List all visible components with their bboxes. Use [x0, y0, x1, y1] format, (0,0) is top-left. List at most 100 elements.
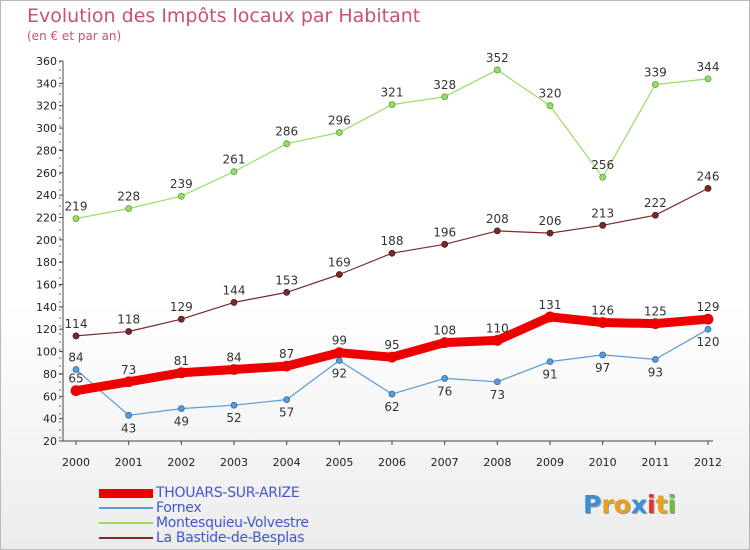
data-label: 328 [433, 78, 456, 92]
data-label: 76 [437, 384, 452, 398]
data-point [493, 378, 501, 386]
data-label: 114 [65, 317, 88, 331]
data-point [228, 364, 240, 375]
data-point [388, 390, 396, 398]
data-point [125, 411, 133, 419]
data-point [493, 227, 501, 235]
data-point [651, 211, 659, 219]
legend-swatch-montesquieu [99, 522, 153, 524]
data-point [335, 357, 343, 364]
data-label: 169 [328, 255, 351, 269]
x-tick-label: 2011 [641, 456, 669, 469]
x-tick-label: 2001 [115, 456, 143, 469]
legend-label-labastide: La Bastide-de-Besplas [156, 530, 305, 546]
data-point [335, 271, 343, 278]
proxiti-logo: Proxiti [583, 490, 676, 519]
data-point [177, 192, 185, 200]
data-label: 188 [381, 234, 404, 248]
y-tick-label: 260 [36, 167, 57, 180]
y-tick-label: 320 [36, 100, 57, 113]
data-point [70, 385, 82, 397]
data-label: 91 [542, 368, 557, 382]
data-point [441, 375, 449, 382]
data-label: 246 [697, 169, 720, 183]
x-tick-label: 2005 [325, 456, 353, 469]
data-point [230, 168, 238, 176]
logo-letter: o [613, 490, 631, 519]
data-label: 84 [68, 350, 83, 364]
data-label: 228 [117, 190, 140, 204]
data-label: 296 [328, 114, 351, 128]
data-label: 43 [121, 421, 136, 435]
data-point [649, 318, 661, 330]
data-label: 129 [697, 300, 720, 314]
series-points [70, 66, 714, 419]
data-point [441, 93, 449, 101]
data-point [230, 401, 238, 409]
y-tick-label: 160 [36, 279, 57, 292]
x-tick-label: 2009 [536, 456, 564, 469]
data-point [546, 229, 554, 237]
data-point [333, 347, 345, 359]
data-point [283, 140, 291, 148]
data-label: 73 [121, 363, 136, 377]
data-point [177, 315, 185, 323]
y-tick-label: 100 [36, 346, 57, 359]
data-labels: 219 228 239 261 286 296 321 328 352 320 256 339 344 1… [65, 51, 720, 435]
data-point [125, 205, 133, 212]
data-point [283, 288, 291, 296]
x-tick-label: 2006 [378, 456, 406, 469]
data-label: 208 [486, 212, 509, 226]
data-label: 344 [697, 60, 720, 74]
data-label: 49 [174, 415, 189, 429]
legend-swatch-fornex [99, 507, 153, 509]
data-point [283, 396, 291, 404]
data-point [704, 325, 712, 333]
data-label: 125 [644, 305, 667, 319]
data-point [335, 129, 343, 136]
data-point [702, 313, 714, 325]
data-point [441, 240, 449, 248]
y-tick-label: 340 [36, 77, 57, 90]
logo-letter: i [647, 490, 656, 519]
axes: 20 40 60 80 100 120 140 160 180 200 220 240 260 280 30… [36, 55, 722, 469]
data-point [599, 221, 607, 229]
data-label: 261 [223, 153, 246, 167]
data-label: 153 [275, 273, 298, 287]
x-tick-label: 2008 [483, 456, 511, 469]
legend-label-thouars: THOUARS-SUR-ARIZE [156, 485, 300, 501]
x-tick-label: 2007 [431, 456, 459, 469]
data-label: 95 [384, 338, 399, 352]
x-tick-label: 2004 [273, 456, 301, 469]
data-point [72, 332, 80, 340]
y-tick-label: 20 [43, 435, 57, 448]
data-point [177, 405, 185, 412]
data-label: 213 [591, 206, 614, 220]
data-point [599, 351, 607, 359]
data-label: 320 [539, 87, 562, 101]
data-point [175, 367, 187, 379]
chart-subtitle: (en € et par an) [27, 29, 122, 43]
data-label: 131 [539, 298, 562, 312]
data-point [599, 173, 607, 181]
legend-label-montesquieu: Montesquieu-Volvestre [156, 515, 309, 531]
data-point [546, 358, 554, 366]
logo-letter: t [655, 490, 668, 519]
y-tick-label: 220 [36, 211, 57, 224]
y-tick-label: 40 [43, 413, 57, 426]
data-label: 81 [174, 354, 189, 368]
data-label: 108 [433, 324, 456, 338]
data-label: 118 [117, 312, 140, 326]
legend-swatch-thouars [99, 489, 153, 498]
data-point [439, 337, 451, 349]
data-label: 219 [65, 200, 88, 214]
y-tick-label: 140 [36, 301, 57, 314]
data-point [388, 249, 396, 257]
x-tick-label: 2000 [62, 456, 90, 469]
y-tick-label: 280 [36, 144, 57, 157]
data-label: 92 [332, 367, 347, 381]
logo-letter: i [667, 490, 677, 519]
y-tick-label: 300 [36, 122, 57, 135]
data-label: 57 [279, 406, 294, 420]
